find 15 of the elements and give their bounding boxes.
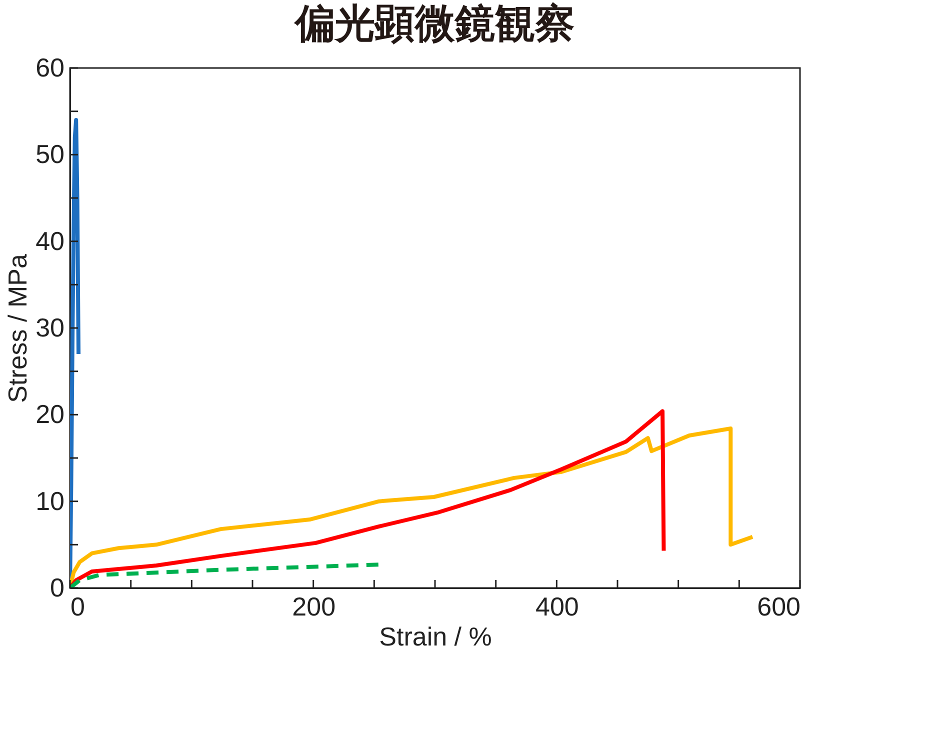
y-tick-label: 40 xyxy=(36,226,64,256)
y-tick-label: 20 xyxy=(36,399,64,430)
line-series xyxy=(70,562,382,588)
y-tick-label: 10 xyxy=(36,486,64,516)
y-tick-label: 60 xyxy=(36,52,64,82)
y-axis-title: Stress / MPa xyxy=(2,254,33,403)
x-tick-label: 600 xyxy=(757,592,800,622)
chart-title: 偏光顕微鏡観察 xyxy=(293,1,575,47)
x-tick-label: 0 xyxy=(70,592,85,622)
x-tick-label: 200 xyxy=(292,592,336,622)
x-tick-label: 400 xyxy=(535,592,579,622)
y-tick-label: 30 xyxy=(36,312,64,342)
y-tick-label: 0 xyxy=(50,572,64,602)
x-axis-title: Strain / % xyxy=(379,622,492,652)
y-tick-label: 50 xyxy=(36,139,64,170)
